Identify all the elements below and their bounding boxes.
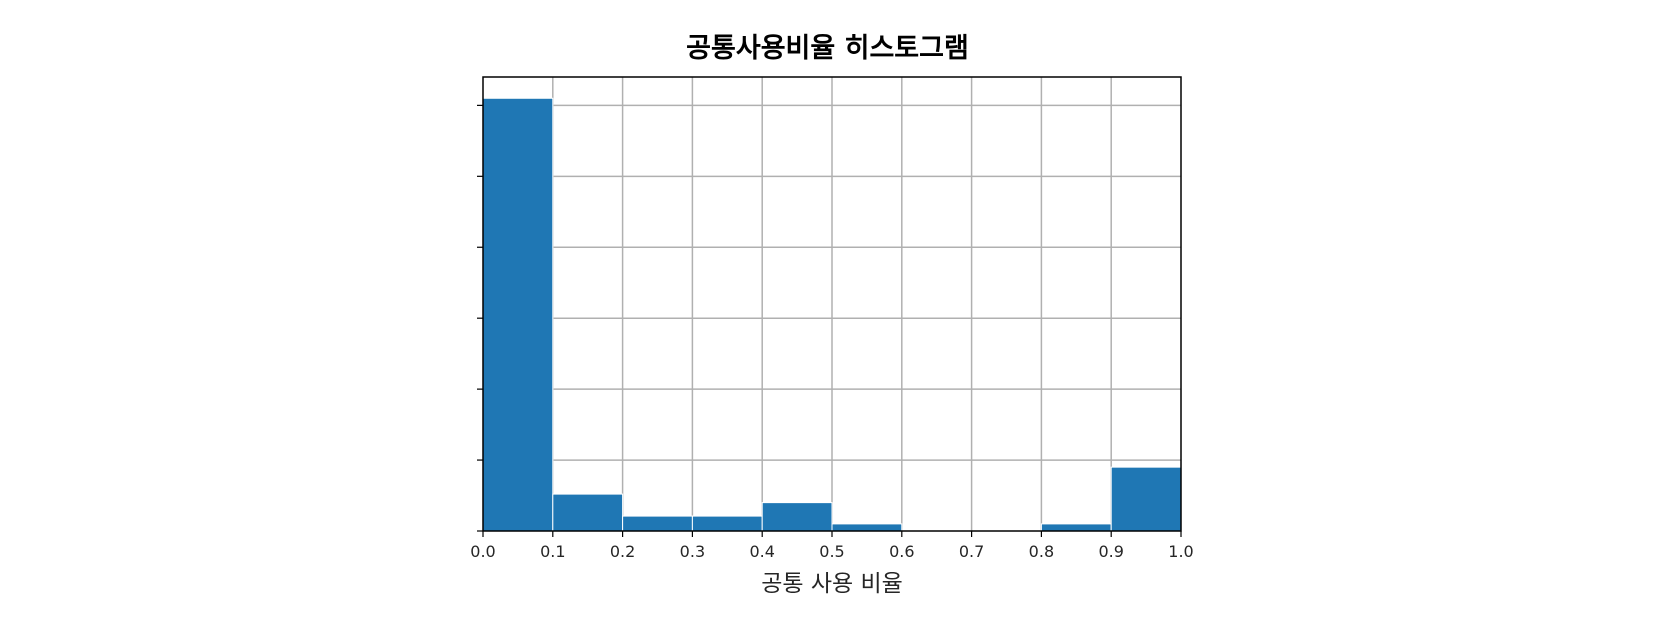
histogram-bar-2 [622, 515, 693, 532]
histogram-bar-4 [761, 502, 833, 532]
axis-ticks: 0.0 0.1 0.2 0.3 0.4 0.5 0.6 0.7 0.8 0.9 1.0 [470, 104, 1194, 561]
grid-lines [483, 77, 1181, 531]
x-tick-label-3: 0.3 [680, 542, 705, 561]
histogram-bars [482, 97, 1182, 532]
histogram-bar-0 [482, 97, 554, 532]
x-tick-label-10: 1.0 [1168, 542, 1193, 561]
x-tick-label-2: 0.2 [610, 542, 635, 561]
x-tick-label-0: 0.0 [470, 542, 495, 561]
x-axis-label: 공통 사용 비율 [761, 571, 903, 597]
x-tick-label-6: 0.6 [889, 542, 914, 561]
x-tick-label-1: 0.1 [540, 542, 565, 561]
x-tick-label-7: 0.7 [959, 542, 984, 561]
histogram-bar-9 [1110, 466, 1182, 532]
histogram-bar-5 [831, 523, 903, 532]
histogram-bar-3 [691, 515, 763, 532]
chart-title: 공통사용비율 히스토그램 [686, 33, 969, 64]
plot-frame [482, 76, 1182, 532]
histogram-bar-1 [552, 493, 624, 532]
histogram-bar-8 [1040, 523, 1112, 532]
x-tick-label-4: 0.4 [749, 542, 774, 561]
x-tick-label-5: 0.5 [819, 542, 844, 561]
x-tick-label-8: 0.8 [1029, 542, 1054, 561]
x-tick-label-9: 0.9 [1098, 542, 1123, 561]
